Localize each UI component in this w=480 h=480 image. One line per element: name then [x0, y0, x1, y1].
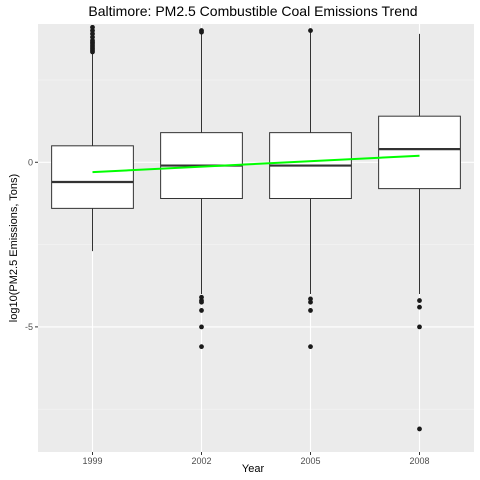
trend-layer — [92, 154, 420, 174]
trend-line — [92, 154, 420, 174]
box-2005 — [269, 28, 352, 350]
outlier-point — [90, 24, 95, 30]
y-axis: -5 0 — [25, 157, 38, 332]
x-tick-label: 2002 — [191, 456, 211, 466]
outlier-point — [199, 28, 204, 33]
box-1999 — [51, 24, 134, 252]
outlier-point — [308, 28, 313, 33]
outlier-point — [308, 296, 313, 302]
box-2008 — [378, 33, 461, 432]
plot-panel — [38, 24, 474, 452]
outlier-point — [199, 324, 204, 330]
outlier-point — [417, 426, 422, 432]
outlier-point — [199, 308, 204, 313]
y-tick-label: -5 — [25, 322, 33, 332]
x-tick-label: 2008 — [409, 456, 429, 466]
outlier-point — [90, 38, 95, 43]
y-tick-label: 0 — [28, 157, 33, 167]
box-iqr — [378, 115, 461, 190]
y-axis-title: log10(PM2.5 Emissions, Tons) — [8, 174, 20, 322]
outlier-point — [417, 304, 422, 310]
x-tick-label: 2005 — [300, 456, 320, 466]
outlier-point — [90, 28, 95, 33]
outlier-point — [417, 324, 422, 330]
box-iqr — [51, 145, 134, 209]
outlier-point — [417, 298, 422, 303]
outlier-point — [199, 294, 204, 300]
outlier-point — [199, 299, 204, 305]
x-tick-label: 1999 — [82, 456, 102, 466]
outlier-point — [308, 308, 313, 313]
outlier-point — [199, 344, 204, 350]
outlier-point — [308, 299, 313, 305]
outlier-point — [90, 34, 95, 40]
outlier-point — [90, 31, 95, 37]
x-axis-title: Year — [242, 463, 265, 475]
outlier-point — [308, 344, 313, 350]
x-axis: 1999 2002 2005 2008 — [82, 452, 430, 466]
chart-title: Baltimore: PM2.5 Combustible Coal Emissi… — [88, 3, 417, 19]
